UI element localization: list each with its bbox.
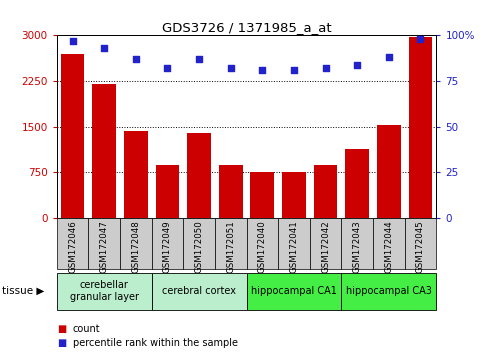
Point [258, 67, 266, 73]
FancyBboxPatch shape [373, 218, 405, 269]
FancyBboxPatch shape [405, 218, 436, 269]
Point [69, 38, 76, 44]
Bar [219, 165, 243, 218]
FancyBboxPatch shape [341, 273, 436, 310]
Text: GSM172047: GSM172047 [100, 220, 108, 273]
Bar [156, 165, 179, 218]
Text: GSM172051: GSM172051 [226, 220, 235, 273]
Point [100, 45, 108, 51]
Text: GSM172045: GSM172045 [416, 220, 425, 273]
Point [227, 65, 235, 71]
Bar [377, 125, 401, 218]
Text: GSM172048: GSM172048 [131, 220, 141, 273]
FancyBboxPatch shape [246, 218, 278, 269]
FancyBboxPatch shape [246, 273, 341, 310]
Bar [250, 172, 274, 218]
Text: GSM172042: GSM172042 [321, 220, 330, 273]
Point [417, 36, 424, 42]
Bar [124, 131, 147, 218]
Text: GSM172049: GSM172049 [163, 220, 172, 273]
Text: percentile rank within the sample: percentile rank within the sample [73, 338, 238, 348]
FancyBboxPatch shape [341, 218, 373, 269]
Text: hippocampal CA1: hippocampal CA1 [251, 286, 337, 296]
Text: ■: ■ [57, 338, 66, 348]
FancyBboxPatch shape [88, 218, 120, 269]
FancyBboxPatch shape [183, 218, 215, 269]
Text: tissue ▶: tissue ▶ [2, 286, 45, 296]
Bar [314, 165, 337, 218]
Point [195, 56, 203, 62]
Text: count: count [73, 324, 101, 334]
Point [164, 65, 172, 71]
FancyBboxPatch shape [152, 218, 183, 269]
Text: GSM172043: GSM172043 [352, 220, 362, 273]
Point [132, 56, 140, 62]
Bar [92, 84, 116, 218]
FancyBboxPatch shape [278, 218, 310, 269]
Bar [61, 53, 84, 218]
Text: cerebellar
granular layer: cerebellar granular layer [70, 280, 139, 302]
FancyBboxPatch shape [57, 218, 88, 269]
Bar [346, 149, 369, 218]
Point [321, 65, 329, 71]
Title: GDS3726 / 1371985_a_at: GDS3726 / 1371985_a_at [162, 21, 331, 34]
Text: ■: ■ [57, 324, 66, 334]
FancyBboxPatch shape [215, 218, 246, 269]
Bar [409, 37, 432, 218]
Text: hippocampal CA3: hippocampal CA3 [346, 286, 432, 296]
Bar [282, 172, 306, 218]
Point [385, 55, 393, 60]
Text: cerebral cortex: cerebral cortex [162, 286, 236, 296]
Text: GSM172041: GSM172041 [289, 220, 298, 273]
Text: GSM172046: GSM172046 [68, 220, 77, 273]
FancyBboxPatch shape [152, 273, 246, 310]
Text: GSM172050: GSM172050 [195, 220, 204, 273]
Point [353, 62, 361, 67]
FancyBboxPatch shape [120, 218, 152, 269]
FancyBboxPatch shape [310, 218, 341, 269]
Bar [187, 133, 211, 218]
FancyBboxPatch shape [57, 273, 152, 310]
Text: GSM172040: GSM172040 [258, 220, 267, 273]
Point [290, 67, 298, 73]
Text: GSM172044: GSM172044 [385, 220, 393, 273]
